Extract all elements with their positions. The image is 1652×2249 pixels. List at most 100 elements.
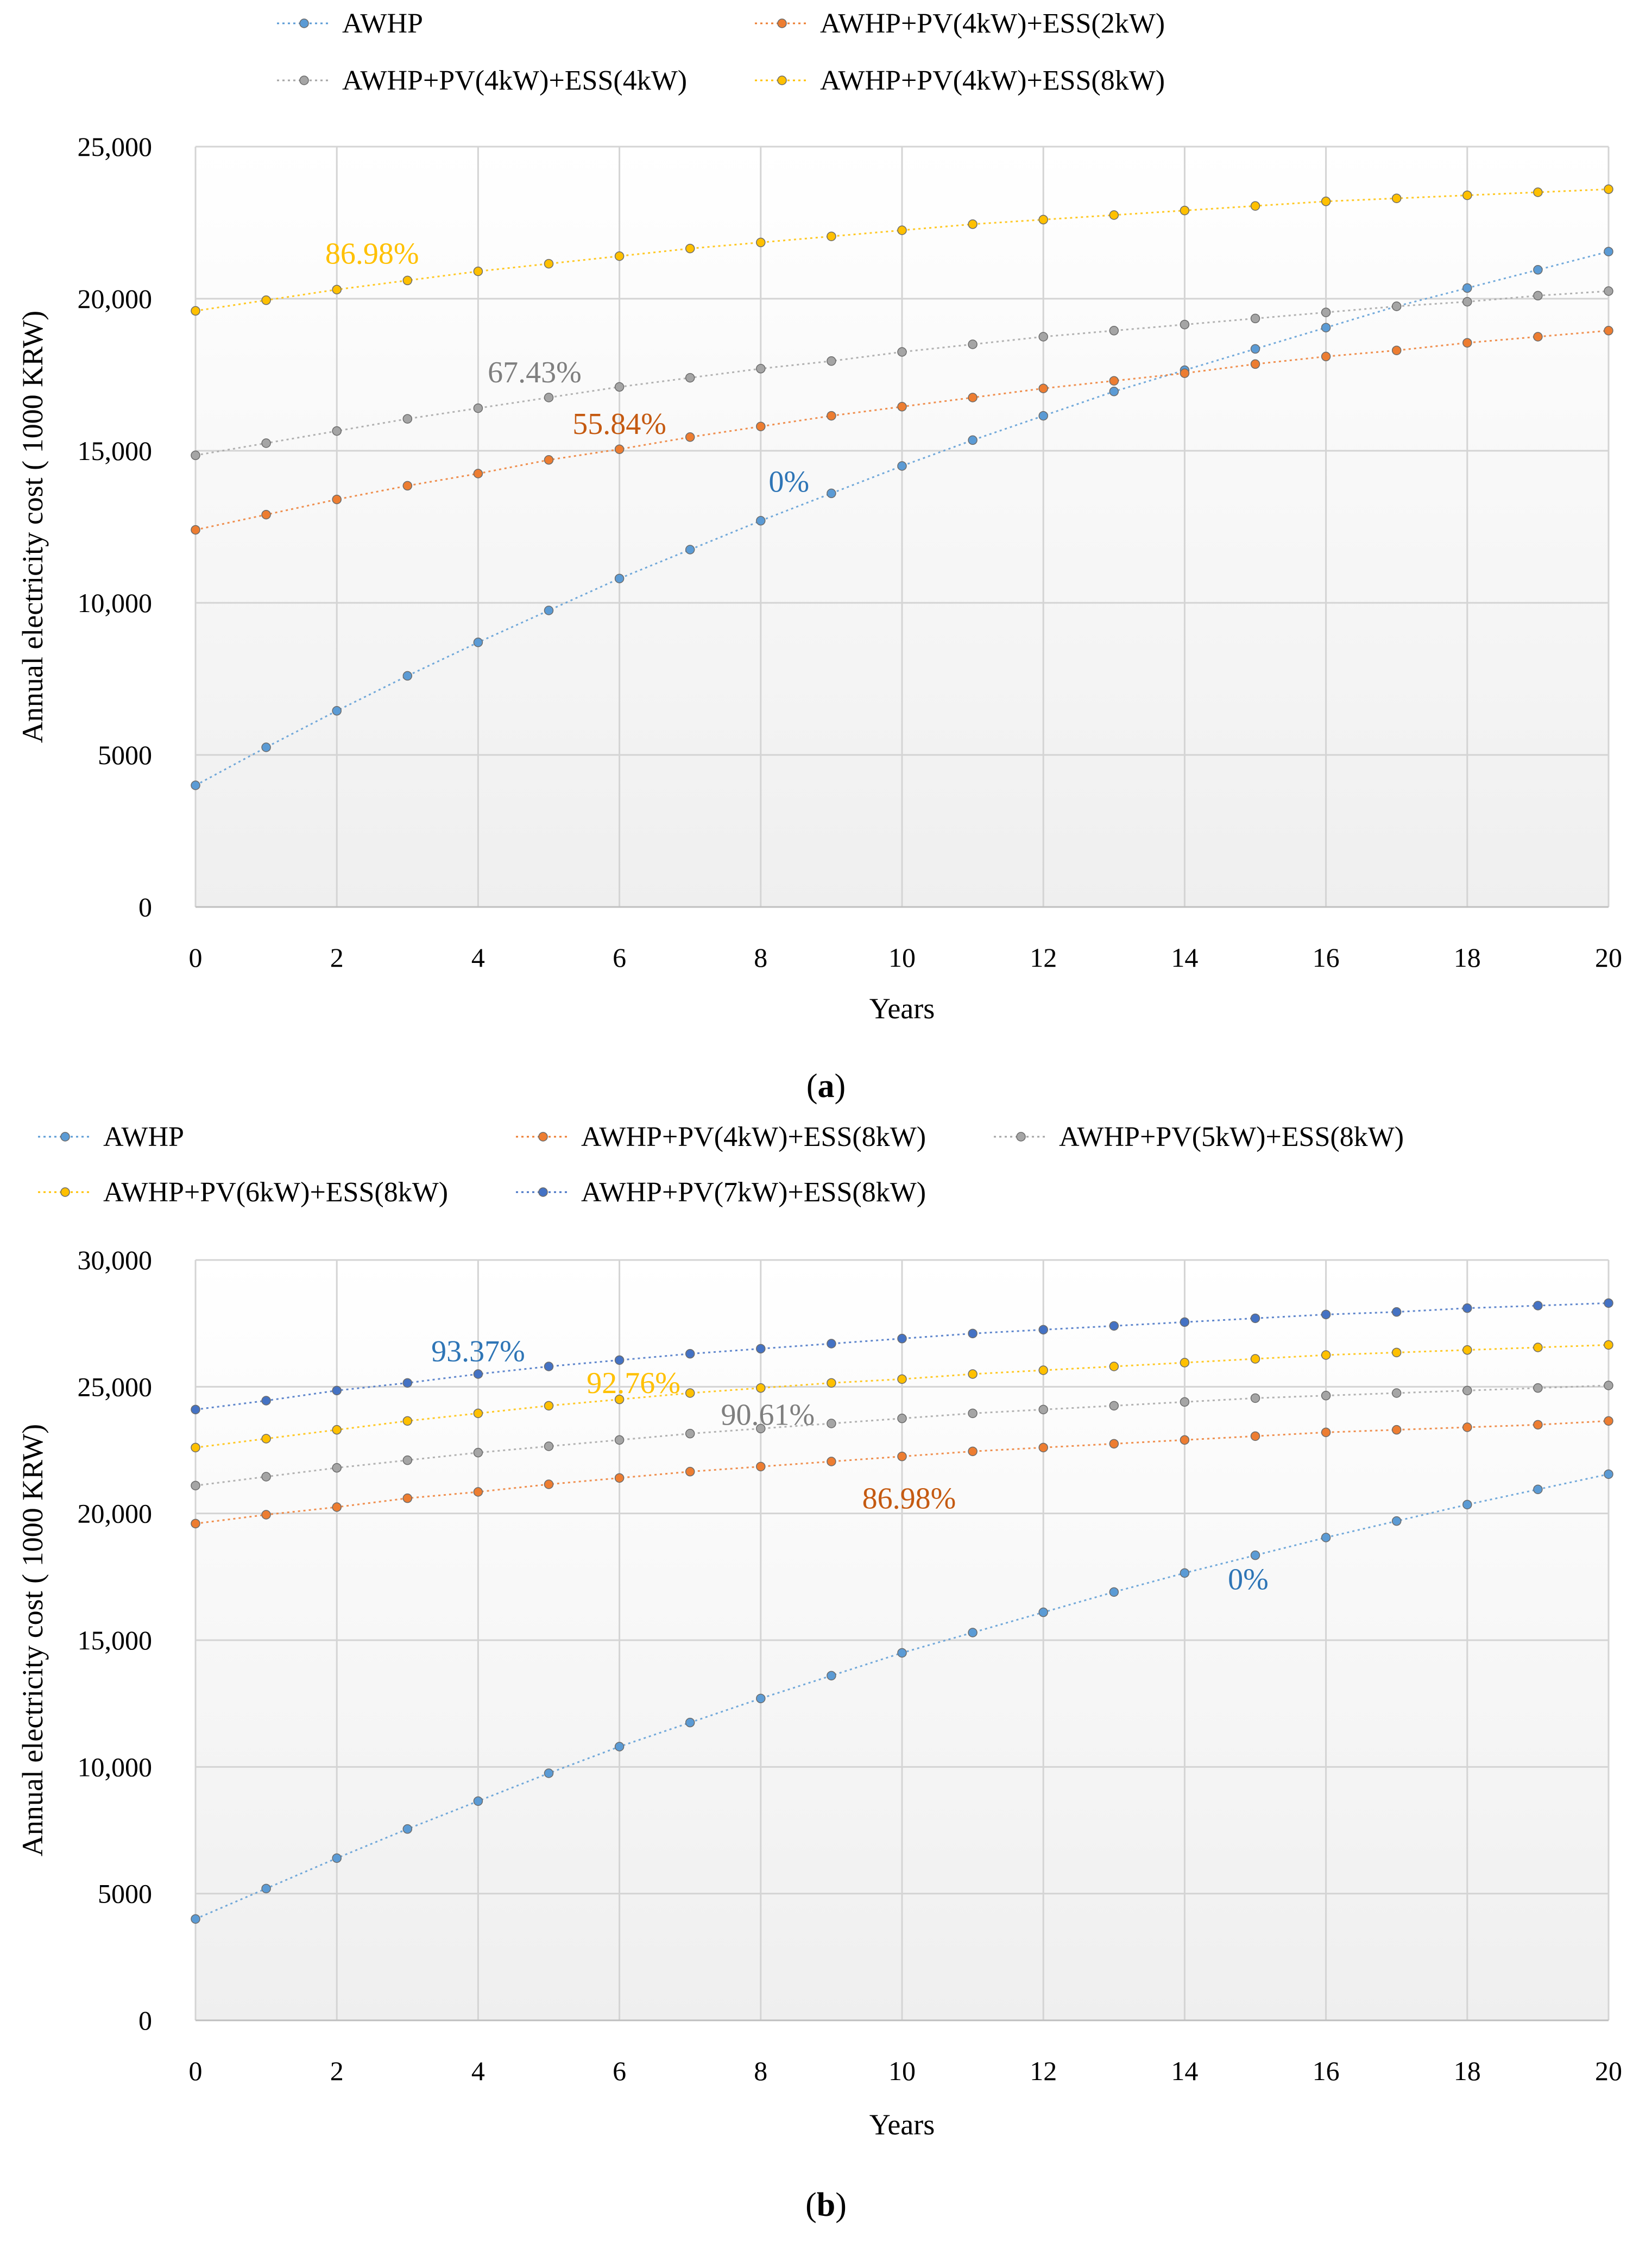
- data-point: [473, 1487, 483, 1497]
- data-point: [1391, 345, 1402, 355]
- data-point: [1533, 291, 1543, 301]
- series-0: [191, 1469, 1613, 1924]
- y-tick-label: 30,000: [78, 1245, 153, 1275]
- data-point: [544, 606, 554, 615]
- data-point: [685, 545, 695, 555]
- data-point: [332, 1853, 342, 1863]
- data-point: [1462, 1303, 1472, 1313]
- data-point: [1604, 326, 1613, 336]
- data-point: [614, 382, 625, 392]
- x-tick-label: 4: [471, 2056, 485, 2086]
- legend-swatch-marker: [777, 75, 787, 85]
- data-point: [261, 1883, 271, 1894]
- data-point: [614, 1742, 625, 1752]
- data-point: [1180, 1397, 1190, 1407]
- percentage-annotation: 0%: [1228, 1563, 1269, 1597]
- data-point: [544, 1479, 554, 1489]
- data-point: [1321, 1390, 1331, 1401]
- x-tick-label: 0: [189, 942, 203, 973]
- data-point: [1109, 1587, 1119, 1597]
- data-point: [1109, 326, 1119, 336]
- data-point: [544, 1362, 554, 1371]
- legend-swatch-marker: [299, 18, 309, 28]
- legend-swatch-marker: [538, 1132, 548, 1142]
- data-point: [827, 488, 836, 499]
- series-3: [191, 184, 1613, 316]
- y-tick-label: 5000: [98, 740, 152, 770]
- legend-swatch-marker: [777, 18, 787, 28]
- percentage-annotation: 67.43%: [488, 356, 582, 389]
- data-point: [402, 1824, 413, 1834]
- data-point: [685, 373, 695, 383]
- x-tick-label: 2: [330, 942, 344, 973]
- panel-caption-letter: a: [818, 1068, 835, 1105]
- data-point: [1391, 1347, 1402, 1358]
- data-point: [1321, 323, 1331, 332]
- data-point: [1321, 351, 1331, 362]
- percentage-annotation: 0%: [769, 465, 810, 499]
- data-point: [1180, 1317, 1190, 1327]
- data-point: [261, 438, 271, 448]
- data-point: [402, 275, 413, 286]
- data-point: [191, 1481, 200, 1491]
- data-point: [827, 356, 836, 366]
- data-point: [1180, 319, 1190, 330]
- data-point: [1391, 301, 1402, 311]
- data-point: [968, 1408, 978, 1419]
- y-tick-label: 20,000: [78, 284, 153, 314]
- data-point: [1038, 1607, 1048, 1617]
- legend-label: AWHP+PV(5kW)+ESS(8kW): [1059, 1122, 1404, 1152]
- data-point: [897, 1451, 907, 1461]
- y-tick-label: 10,000: [78, 1752, 153, 1782]
- x-tick-label: 20: [1595, 942, 1622, 973]
- data-point: [473, 403, 483, 413]
- data-point: [1533, 332, 1543, 342]
- percentage-annotation: 86.98%: [862, 1482, 956, 1515]
- data-point: [897, 1374, 907, 1384]
- data-point: [402, 1416, 413, 1426]
- data-point: [473, 1796, 483, 1806]
- x-tick-label: 4: [471, 942, 485, 973]
- data-point: [473, 1447, 483, 1458]
- series-2: [191, 286, 1613, 461]
- legend-entry: AWHP+PV(5kW)+ESS(8kW): [994, 1122, 1404, 1152]
- data-point: [897, 1413, 907, 1423]
- y-tick-label: 15,000: [78, 436, 153, 466]
- percentage-annotation: 55.84%: [572, 407, 666, 441]
- data-point: [614, 1473, 625, 1483]
- percentage-annotation: 90.61%: [721, 1398, 815, 1432]
- data-point: [1604, 1469, 1613, 1479]
- data-point: [1109, 376, 1119, 386]
- data-point: [685, 1717, 695, 1728]
- data-point: [1533, 1420, 1543, 1430]
- legend-entry: AWHP+PV(6kW)+ESS(8kW): [38, 1177, 448, 1208]
- data-point: [1321, 1427, 1331, 1438]
- legend-label: AWHP+PV(4kW)+ESS(2kW): [820, 8, 1165, 39]
- data-point: [1462, 1345, 1472, 1355]
- data-point: [1038, 411, 1048, 421]
- data-point: [756, 1461, 766, 1472]
- data-point: [756, 1344, 766, 1354]
- data-point: [1604, 1381, 1613, 1390]
- data-point: [191, 525, 200, 535]
- x-tick-label: 16: [1313, 942, 1340, 973]
- series-4: [191, 1298, 1613, 1415]
- data-point: [1109, 1401, 1119, 1411]
- data-point: [191, 1519, 200, 1529]
- data-point: [1180, 1568, 1190, 1578]
- panel-caption-letter: b: [817, 2187, 835, 2223]
- x-tick-label: 6: [613, 942, 626, 973]
- data-point: [968, 219, 978, 229]
- data-point: [827, 1339, 836, 1349]
- x-tick-label: 2: [330, 2056, 344, 2086]
- data-point: [473, 1369, 483, 1379]
- data-point: [544, 1441, 554, 1451]
- x-tick-label: 20: [1595, 2056, 1622, 2086]
- data-point: [1321, 307, 1331, 317]
- data-point: [827, 1378, 836, 1388]
- data-point: [827, 411, 836, 421]
- legend-entry: AWHP+PV(4kW)+ESS(4kW): [277, 65, 687, 96]
- data-point: [332, 1502, 342, 1512]
- data-point: [1250, 1550, 1260, 1560]
